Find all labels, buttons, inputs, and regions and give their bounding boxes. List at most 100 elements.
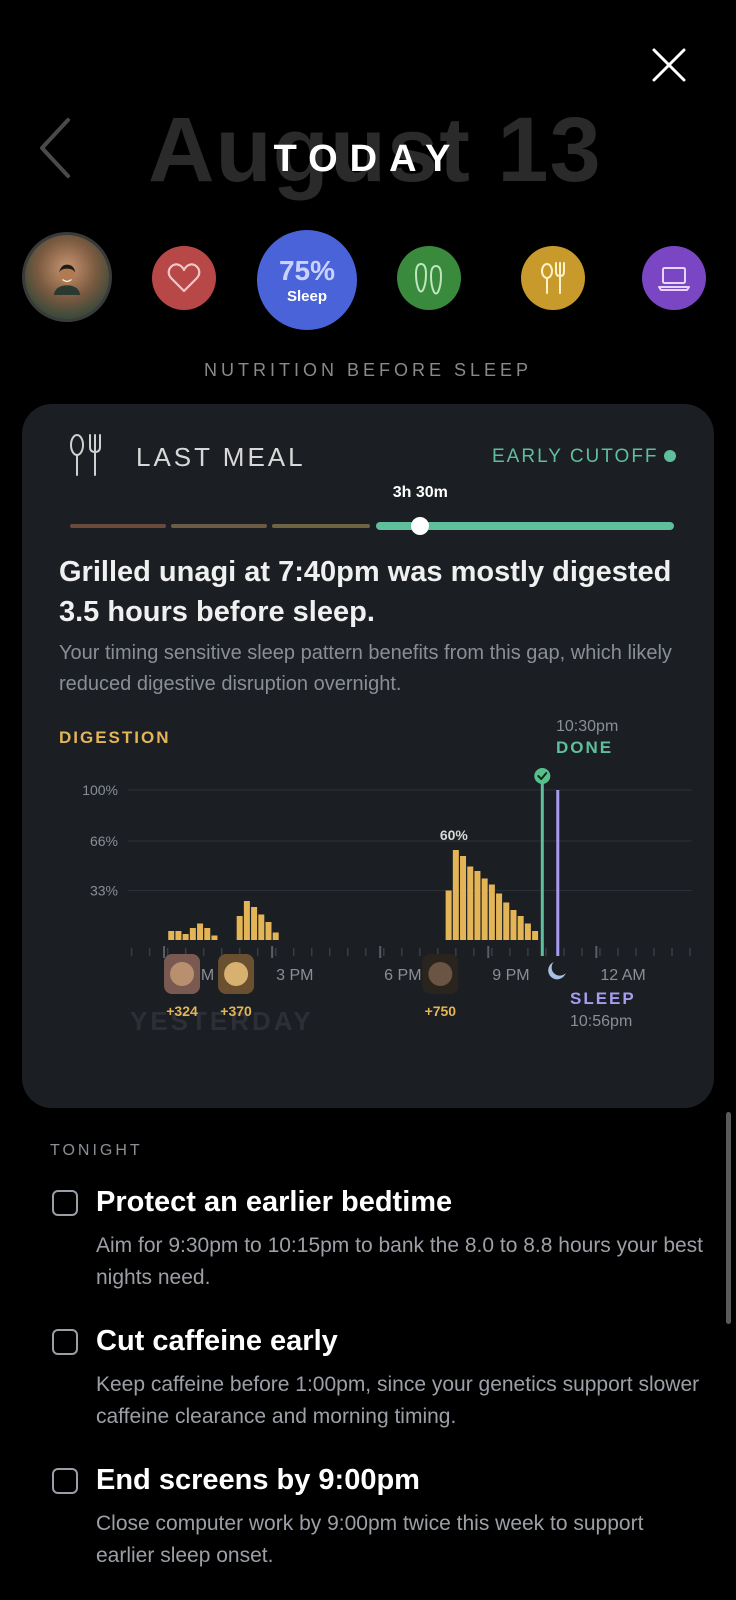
meal-thumbnail-food bbox=[428, 962, 453, 986]
date-ghost-label: August 13 bbox=[148, 99, 602, 201]
task-item: End screens by 9:00pm Close computer wor… bbox=[50, 1464, 710, 1584]
digestion-bar bbox=[211, 935, 218, 940]
x-tick-label: 9 PM bbox=[492, 967, 529, 984]
digestion-bar bbox=[236, 916, 243, 940]
done-check-badge bbox=[534, 768, 551, 784]
meal-headline: Grilled unagi at 7:40pm was mostly diges… bbox=[59, 556, 672, 628]
digestion-bar bbox=[175, 931, 182, 940]
gap-duration-label: 3h 30m bbox=[392, 484, 448, 501]
laptop-icon bbox=[658, 267, 690, 291]
y-tick-label: 66% bbox=[90, 833, 118, 849]
digestion-bar bbox=[503, 902, 510, 940]
meal-calories-label: +750 bbox=[425, 1003, 457, 1019]
digestion-bar bbox=[168, 931, 175, 940]
timeline-marker bbox=[411, 517, 430, 535]
digestion-bar bbox=[265, 922, 272, 940]
last-meal-card: LAST MEAL EARLY CUTOFF 3h 30m Grilled un… bbox=[22, 404, 714, 1108]
page-title: TODAY bbox=[273, 138, 463, 180]
sleep-label: Sleep bbox=[286, 287, 328, 305]
meal-calories-label: +324 bbox=[166, 1003, 198, 1019]
sleep-label: SLEEP bbox=[570, 989, 636, 1008]
task-description: Close computer work by 9:00pm twice this… bbox=[96, 1512, 644, 1567]
task-checkbox[interactable] bbox=[52, 1468, 78, 1494]
digestion-bar bbox=[474, 871, 481, 940]
task-checkbox[interactable] bbox=[52, 1329, 78, 1355]
timeline-segment bbox=[272, 524, 370, 528]
category-row: 75% Sleep bbox=[0, 230, 736, 330]
scrollbar[interactable] bbox=[726, 1112, 731, 1324]
task-item: Cut caffeine early Keep caffeine before … bbox=[50, 1325, 710, 1445]
digestion-bar bbox=[496, 893, 503, 940]
task-title: End screens by 9:00pm bbox=[96, 1464, 420, 1496]
utensils-icon bbox=[70, 434, 101, 476]
digestion-bar bbox=[197, 923, 204, 940]
done-time: 10:30pm bbox=[556, 718, 619, 735]
timeline-segment bbox=[171, 524, 267, 528]
heart-category[interactable] bbox=[152, 246, 216, 310]
section-title: NUTRITION BEFORE SLEEP bbox=[203, 360, 533, 380]
heart-icon bbox=[167, 263, 201, 293]
digestion-bar bbox=[258, 914, 265, 940]
close-icon bbox=[652, 48, 686, 82]
x-tick-label: 6 PM bbox=[384, 967, 421, 984]
timeline-segment bbox=[70, 524, 166, 528]
meal-thumbnail-food bbox=[224, 962, 249, 986]
digestion-bar bbox=[272, 932, 279, 940]
digestion-bar bbox=[488, 884, 495, 940]
chevron-left-icon bbox=[40, 118, 70, 178]
y-tick-label: 100% bbox=[82, 782, 118, 798]
person-face-icon bbox=[53, 264, 81, 295]
meal-calories-label: +370 bbox=[220, 1003, 252, 1019]
done-label: DONE bbox=[556, 738, 614, 757]
cutoff-status-dot bbox=[664, 450, 676, 462]
yesterday-ghost-label: YESTERDAY bbox=[130, 1006, 314, 1036]
digestion-bar bbox=[460, 856, 467, 940]
digestion-bar bbox=[243, 901, 250, 940]
task-description: Aim for 9:30pm to 10:15pm to bank the 8.… bbox=[96, 1234, 704, 1289]
digestion-bar bbox=[204, 928, 211, 940]
digestion-bar bbox=[467, 866, 474, 940]
digestion-bar bbox=[517, 916, 524, 940]
task-item: Protect an earlier bedtime Aim for 9:30p… bbox=[50, 1186, 710, 1306]
meal-thumbnail-food bbox=[170, 962, 195, 986]
avatar[interactable] bbox=[22, 232, 112, 322]
task-title: Cut caffeine early bbox=[96, 1325, 338, 1357]
digestion-label: DIGESTION bbox=[59, 728, 171, 747]
screen-time-category[interactable] bbox=[642, 246, 706, 310]
digestion-bar bbox=[532, 931, 539, 940]
digestion-bar bbox=[189, 928, 196, 940]
cutoff-status: EARLY CUTOFF bbox=[492, 446, 659, 467]
close-button[interactable] bbox=[650, 46, 688, 84]
activity-category[interactable] bbox=[397, 246, 461, 310]
sleep-time: 10:56pm bbox=[570, 1013, 632, 1030]
sleep-score: 75% bbox=[278, 254, 336, 286]
card-title: LAST MEAL bbox=[136, 442, 306, 472]
digestion-bar bbox=[251, 907, 258, 940]
tonight-label: TONIGHT bbox=[50, 1142, 143, 1159]
meal-gap-timeline: 3h 30m bbox=[70, 484, 674, 542]
back-button[interactable] bbox=[36, 116, 76, 180]
peak-label: 60% bbox=[440, 827, 469, 843]
digestion-bar bbox=[445, 890, 452, 940]
check-icon bbox=[537, 772, 548, 780]
task-title: Protect an earlier bedtime bbox=[96, 1186, 453, 1218]
nutrition-category[interactable] bbox=[521, 246, 585, 310]
y-tick-label: 33% bbox=[90, 883, 118, 899]
task-description: Keep caffeine before 1:00pm, since your … bbox=[96, 1373, 700, 1428]
footprints-icon bbox=[414, 262, 443, 295]
meal-subtext: Your timing sensitive sleep pattern bene… bbox=[59, 642, 672, 695]
fork-spoon-icon bbox=[541, 262, 565, 294]
sleep-category[interactable]: 75% Sleep bbox=[257, 230, 357, 330]
x-tick-label: 12 AM bbox=[600, 967, 645, 984]
task-checkbox[interactable] bbox=[52, 1190, 78, 1216]
digestion-bar bbox=[510, 910, 517, 940]
digestion-bar bbox=[481, 878, 488, 940]
digestion-bar bbox=[182, 934, 189, 940]
x-tick-label: 3 PM bbox=[276, 967, 313, 984]
timeline-gap-bar bbox=[376, 522, 674, 530]
moon-icon bbox=[548, 962, 566, 980]
digestion-bar bbox=[524, 923, 531, 940]
digestion-bar bbox=[452, 850, 459, 940]
